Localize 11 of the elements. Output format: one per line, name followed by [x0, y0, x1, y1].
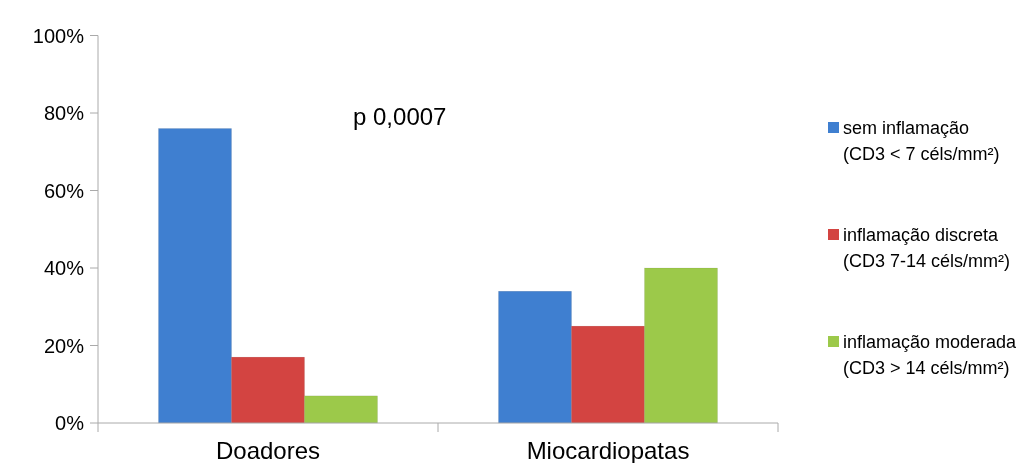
legend-label: sem inflamação (CD3 < 7 céls/mm²)	[843, 118, 1000, 164]
y-tick-label: 100%	[32, 24, 85, 47]
y-tick-label: 0%	[55, 412, 85, 434]
x-tick-label: Doadores	[215, 437, 321, 464]
y-tick-label: 80%	[43, 102, 85, 124]
legend-label: inflamação moderada (CD3 > 14 céls/mm²)	[843, 332, 1018, 378]
y-tick-label: 40%	[43, 257, 85, 279]
annotation: p 0,0007	[353, 103, 447, 130]
y-tick-label: 20%	[43, 334, 85, 357]
y-tick-label: 60%	[43, 179, 85, 202]
legend-label: inflamação discreta (CD3 7-14 céls/mm²)	[843, 225, 1011, 271]
